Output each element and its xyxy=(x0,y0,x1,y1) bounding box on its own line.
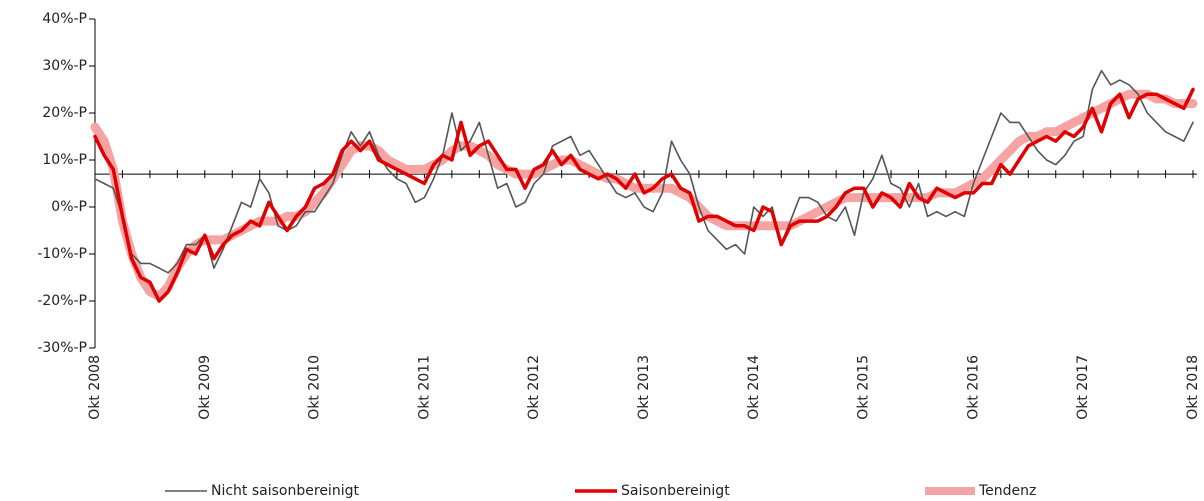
series-line xyxy=(94,69,1194,274)
y-tick-label: 10%-P xyxy=(42,152,87,168)
x-tick-label: Okt 2008 xyxy=(87,355,103,420)
x-tick-label: Okt 2015 xyxy=(856,355,872,420)
y-tick-label: -30%-P xyxy=(37,340,87,356)
x-tick-label: Okt 2010 xyxy=(307,355,323,420)
y-tick-label: 0%-P xyxy=(51,199,87,215)
x-tick-label: Okt 2018 xyxy=(1185,355,1201,420)
y-tick-label: -10%-P xyxy=(37,246,87,262)
x-tick-label: Okt 2014 xyxy=(746,355,762,420)
y-tick-label: -20%-P xyxy=(37,293,87,309)
y-tick-label: 40%-P xyxy=(42,11,87,27)
legend-label: Nicht saisonbereinigt xyxy=(211,483,359,499)
x-tick-label: Okt 2013 xyxy=(636,355,652,420)
x-tick-label: Okt 2012 xyxy=(526,355,542,420)
series-line xyxy=(90,89,1198,301)
series-line xyxy=(93,87,1195,303)
legend-label: Tendenz xyxy=(978,483,1036,499)
x-tick-label: Okt 2017 xyxy=(1075,355,1091,420)
x-tick-label: Okt 2009 xyxy=(197,355,213,420)
x-tick-label: Okt 2011 xyxy=(416,355,432,420)
y-tick-label: 30%-P xyxy=(42,58,87,74)
y-tick-label: 20%-P xyxy=(42,105,87,121)
legend-label: Saisonbereinigt xyxy=(621,483,730,499)
x-tick-label: Okt 2016 xyxy=(965,355,981,420)
